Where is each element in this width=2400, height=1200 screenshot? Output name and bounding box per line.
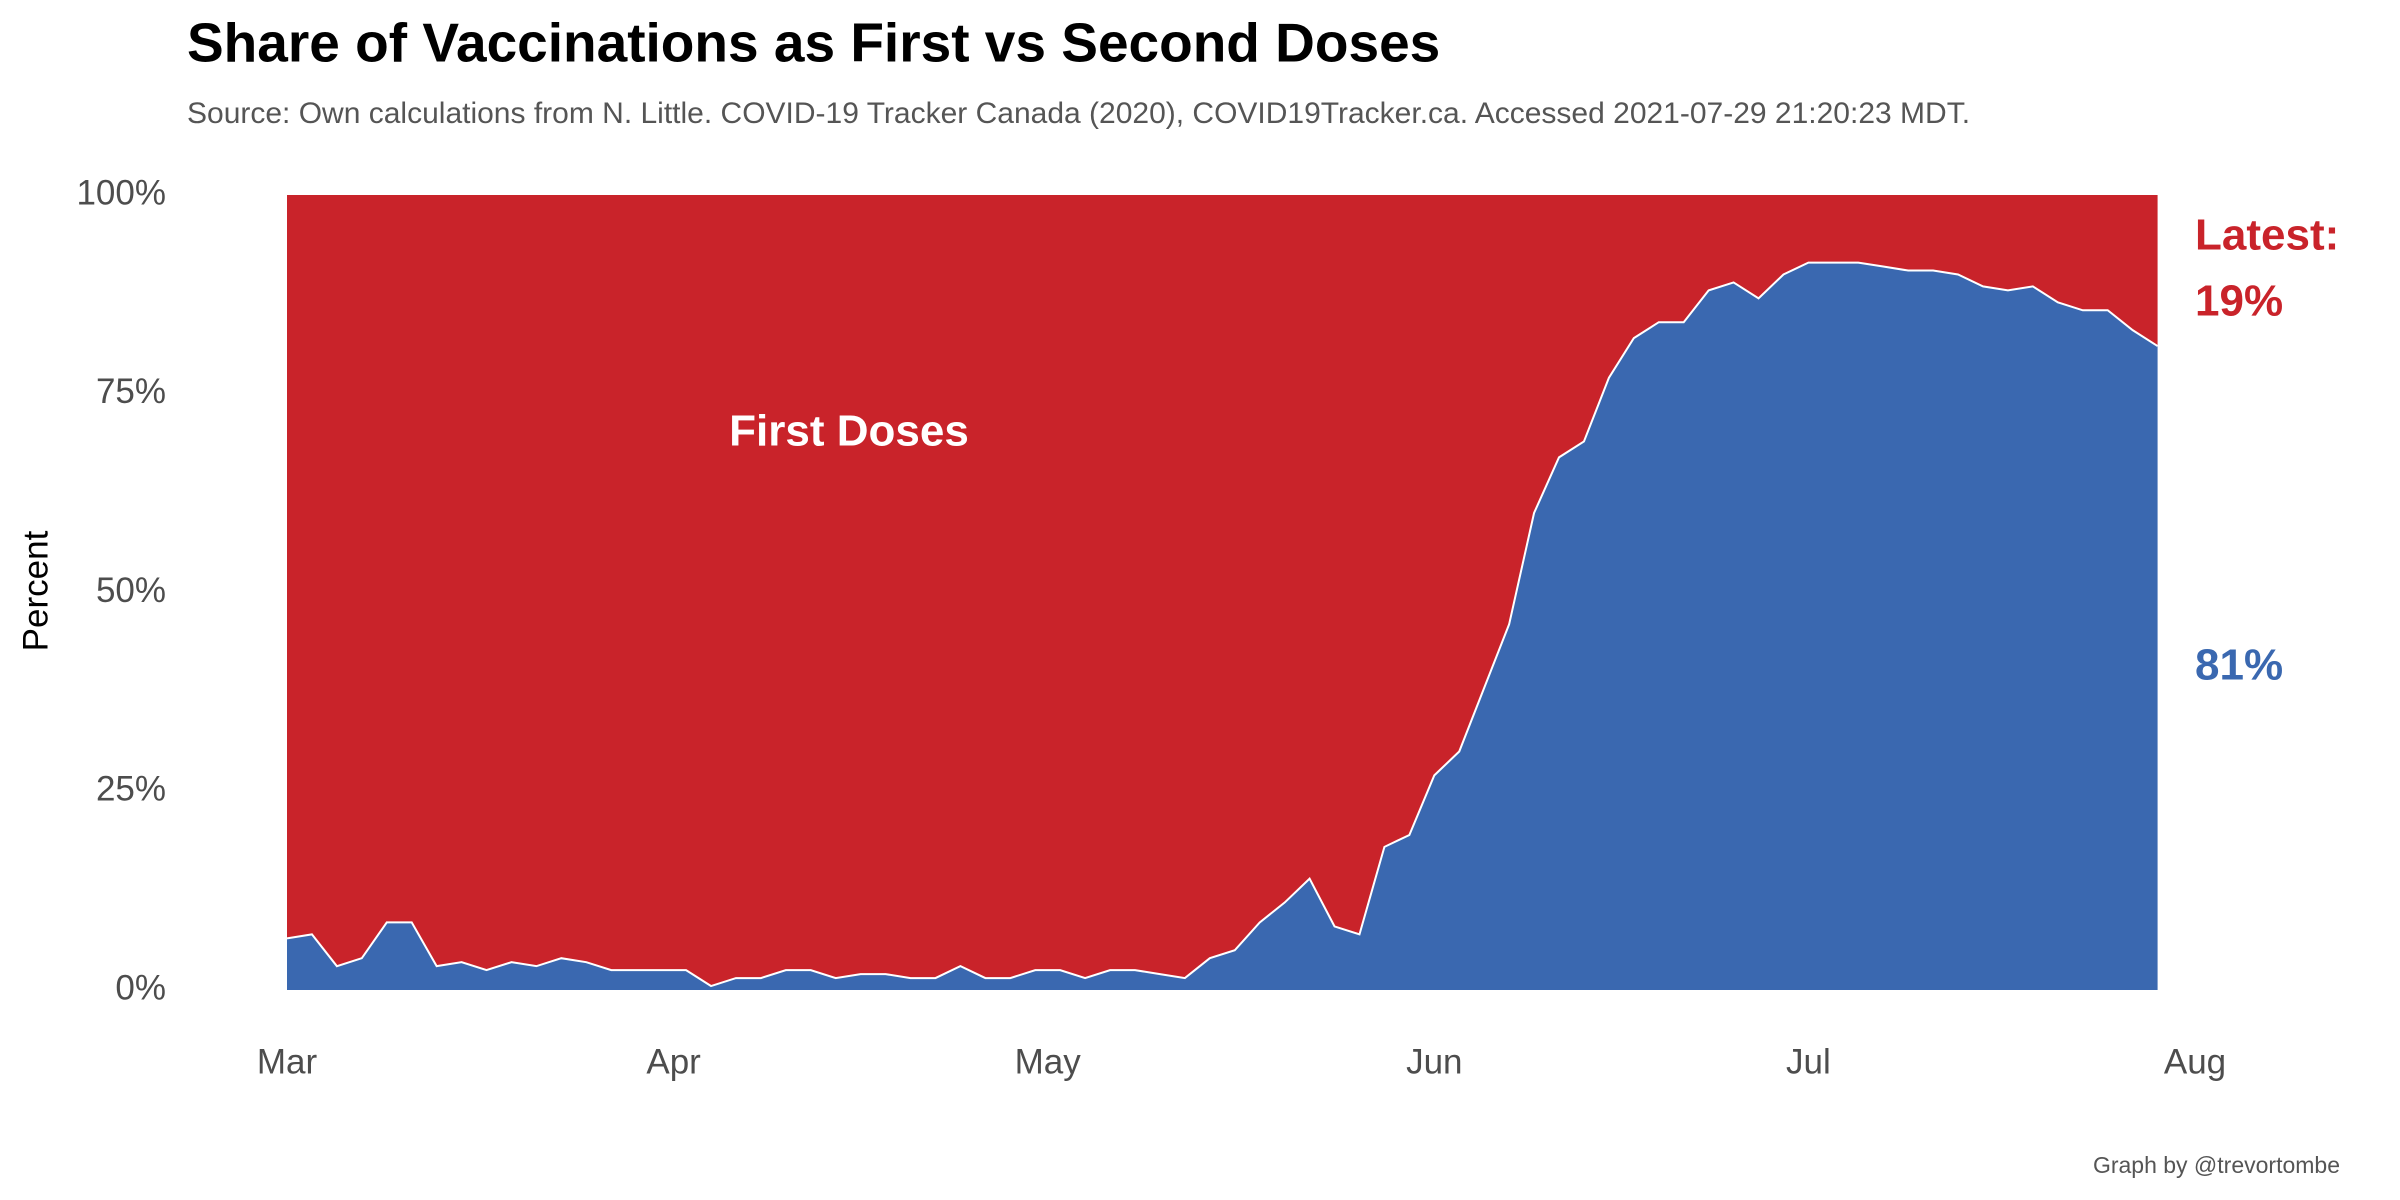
latest-value-label: 19% xyxy=(2195,277,2283,326)
x-tick-label: Mar xyxy=(257,1042,318,1081)
y-tick-label: 25% xyxy=(96,770,166,809)
area xyxy=(287,195,2158,987)
boundary-line xyxy=(286,261,2159,988)
x-tick-label: May xyxy=(1015,1042,1082,1081)
x-tick-label: Aug xyxy=(2164,1042,2226,1081)
x-tick-label: Jun xyxy=(1406,1042,1462,1081)
area xyxy=(287,262,2158,990)
latest-value-label: 81% xyxy=(2195,641,2283,690)
series-annotation: First Doses xyxy=(729,407,969,456)
y-tick-label: 0% xyxy=(115,968,166,1007)
y-tick-label: 75% xyxy=(96,372,166,411)
chart-title: Share of Vaccinations as First vs Second… xyxy=(187,12,1440,74)
caption: Graph by @trevortombe xyxy=(2093,1152,2340,1178)
chart-subtitle: Source: Own calculations from N. Little.… xyxy=(187,97,1970,130)
y-tick-label: 50% xyxy=(96,571,166,610)
y-axis-label: Percent xyxy=(16,530,55,651)
plot-area xyxy=(286,195,2159,990)
x-tick-label: Apr xyxy=(646,1042,701,1081)
latest-label: Latest: xyxy=(2195,211,2339,260)
x-tick-label: Jul xyxy=(1786,1042,1831,1081)
y-tick-label: 100% xyxy=(76,173,166,212)
